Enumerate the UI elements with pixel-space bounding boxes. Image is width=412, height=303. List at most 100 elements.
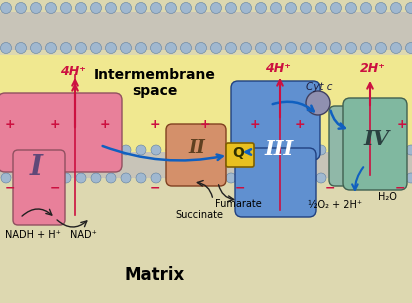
- Circle shape: [360, 42, 372, 54]
- Circle shape: [91, 145, 101, 155]
- Text: IV: IV: [363, 129, 389, 149]
- Text: −: −: [5, 182, 15, 195]
- Text: Fumarate: Fumarate: [215, 199, 262, 209]
- Circle shape: [136, 145, 146, 155]
- Circle shape: [300, 2, 311, 14]
- Bar: [255, 145, 297, 165]
- FancyBboxPatch shape: [13, 150, 65, 225]
- Circle shape: [391, 42, 402, 54]
- Circle shape: [106, 145, 116, 155]
- Circle shape: [166, 173, 176, 183]
- Circle shape: [150, 42, 162, 54]
- Bar: [0, 55, 412, 168]
- Text: NAD⁺: NAD⁺: [70, 230, 97, 240]
- Circle shape: [286, 145, 296, 155]
- Circle shape: [306, 91, 330, 115]
- Circle shape: [31, 145, 41, 155]
- Text: Q: Q: [232, 146, 244, 160]
- Circle shape: [331, 173, 341, 183]
- FancyBboxPatch shape: [0, 93, 122, 172]
- Text: −: −: [150, 182, 160, 195]
- Circle shape: [346, 2, 356, 14]
- Circle shape: [16, 145, 26, 155]
- Circle shape: [61, 2, 72, 14]
- Text: II: II: [188, 139, 205, 157]
- Circle shape: [391, 173, 401, 183]
- Circle shape: [151, 145, 161, 155]
- Circle shape: [346, 145, 356, 155]
- Circle shape: [391, 2, 402, 14]
- Text: ½O₂ + 2H⁺: ½O₂ + 2H⁺: [308, 200, 362, 210]
- Circle shape: [105, 42, 117, 54]
- Text: +: +: [200, 118, 210, 131]
- Circle shape: [16, 2, 26, 14]
- Circle shape: [225, 2, 236, 14]
- Circle shape: [286, 42, 297, 54]
- Circle shape: [211, 145, 221, 155]
- Text: +: +: [250, 118, 260, 131]
- Text: 2H⁺: 2H⁺: [360, 62, 386, 75]
- Circle shape: [16, 173, 26, 183]
- Circle shape: [91, 42, 101, 54]
- Circle shape: [406, 173, 412, 183]
- FancyBboxPatch shape: [231, 81, 320, 160]
- Text: +: +: [150, 118, 160, 131]
- Circle shape: [241, 2, 251, 14]
- Circle shape: [346, 173, 356, 183]
- Text: I: I: [30, 154, 43, 181]
- Circle shape: [1, 173, 11, 183]
- Circle shape: [46, 145, 56, 155]
- Circle shape: [45, 2, 56, 14]
- Circle shape: [75, 42, 87, 54]
- Circle shape: [106, 173, 116, 183]
- Circle shape: [211, 173, 221, 183]
- Circle shape: [286, 173, 296, 183]
- Circle shape: [361, 145, 371, 155]
- Circle shape: [361, 173, 371, 183]
- Circle shape: [46, 173, 56, 183]
- Circle shape: [375, 42, 386, 54]
- Circle shape: [331, 145, 341, 155]
- Circle shape: [121, 145, 131, 155]
- Circle shape: [375, 2, 386, 14]
- Text: 4H⁺: 4H⁺: [60, 65, 86, 78]
- Circle shape: [271, 42, 281, 54]
- FancyBboxPatch shape: [343, 98, 407, 190]
- Circle shape: [61, 145, 71, 155]
- Circle shape: [196, 2, 206, 14]
- Bar: [0, 12, 412, 50]
- Circle shape: [211, 2, 222, 14]
- Circle shape: [211, 42, 222, 54]
- Circle shape: [61, 42, 72, 54]
- Circle shape: [241, 173, 251, 183]
- Circle shape: [0, 2, 12, 14]
- Circle shape: [76, 173, 86, 183]
- Circle shape: [166, 42, 176, 54]
- Circle shape: [406, 145, 412, 155]
- Circle shape: [360, 2, 372, 14]
- Circle shape: [166, 145, 176, 155]
- Circle shape: [271, 2, 281, 14]
- Circle shape: [136, 173, 146, 183]
- Circle shape: [121, 173, 131, 183]
- Circle shape: [136, 42, 147, 54]
- Circle shape: [120, 2, 131, 14]
- Circle shape: [91, 173, 101, 183]
- Circle shape: [196, 145, 206, 155]
- Circle shape: [0, 42, 12, 54]
- Circle shape: [31, 173, 41, 183]
- Circle shape: [1, 145, 11, 155]
- Circle shape: [405, 2, 412, 14]
- Text: −: −: [50, 182, 60, 195]
- Circle shape: [75, 2, 87, 14]
- Circle shape: [271, 145, 281, 155]
- Text: 4H⁺: 4H⁺: [265, 62, 291, 75]
- Circle shape: [301, 173, 311, 183]
- Circle shape: [76, 145, 86, 155]
- Text: −: −: [325, 182, 335, 195]
- Circle shape: [391, 145, 401, 155]
- Text: Cyt c: Cyt c: [306, 82, 332, 92]
- Circle shape: [316, 173, 326, 183]
- Circle shape: [180, 2, 192, 14]
- Text: NADH + H⁺: NADH + H⁺: [5, 230, 61, 240]
